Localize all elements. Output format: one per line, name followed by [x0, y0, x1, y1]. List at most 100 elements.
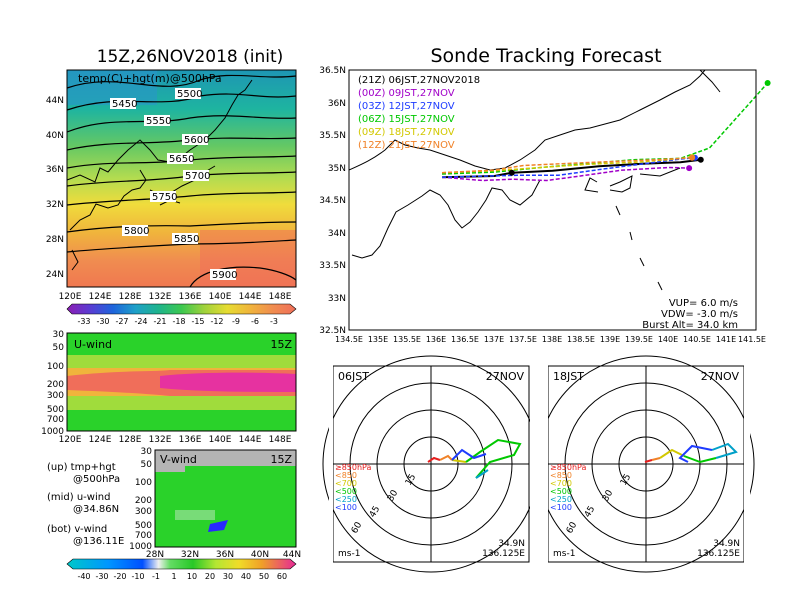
tracking-lon-tick: 139.5E [625, 335, 653, 344]
temp-colorbar-tick: -6 [251, 317, 259, 326]
contour-label-bg [144, 115, 170, 126]
temp-colorbar-bar [66, 303, 297, 315]
tracking-lon-tick: 141E [716, 335, 736, 344]
tracking-legend-item: (06Z) 15JST,27NOV [358, 114, 455, 125]
vwind-frame [154, 449, 297, 548]
hodograph-lat: 34.9N [713, 539, 740, 549]
pressure-legend-item: <100 [335, 503, 357, 512]
hodograph-ring-label: 15 [619, 473, 633, 488]
hodograph-time: 18JST [553, 370, 584, 383]
uwind-y-tick: 50 [53, 343, 65, 353]
hodograph-date: 27NOV [701, 370, 740, 383]
contour-label-bg [210, 269, 236, 280]
contour-5850 [66, 239, 297, 253]
temp-colorbar-tick: -18 [172, 317, 185, 326]
pressure-legend-item: <500 [335, 487, 357, 496]
note-up-2: @500hPa [73, 474, 120, 485]
hodograph-18jst: 18JST 27NOV 15 30 45 60 ≥850hPa <850 <70… [530, 355, 755, 573]
lon-tick: 136E [179, 292, 202, 302]
tracking-lon-tick: 140.5E [683, 335, 711, 344]
tracking-map: (21Z) 06JST,27NOV2018 (00Z) 09JST,27NOV … [319, 66, 771, 344]
tracking-legend-item: (09Z) 18JST,27NOV [358, 127, 455, 138]
temp-colorbar-tick: -24 [134, 317, 147, 326]
lon-tick: 124E [89, 292, 112, 302]
pressure-legend-item: <700 [335, 479, 357, 488]
uwind-y-tick: 500 [47, 405, 64, 415]
tracking-lat-tick: 33N [328, 294, 346, 304]
pressure-legend-item: <500 [550, 487, 572, 496]
panel-notes: (up) tmp+hgt @500hPa (mid) u-wind @34.86… [47, 462, 124, 547]
tracking-lon-tick: 140E [658, 335, 678, 344]
vwind-y-tick: 50 [141, 460, 153, 470]
temp-colorbar-tick: -21 [153, 317, 166, 326]
hodograph-trace-green [683, 455, 717, 464]
vwind-section: V-wind 15Z 30 50 100 200 300 500 700 100… [129, 447, 301, 560]
tracking-lon-tick: 138.5E [567, 335, 595, 344]
wind-colorbar-tick: 60 [277, 572, 287, 581]
contour-label: 5750 [152, 192, 177, 203]
wind-colorbar-tick: -40 [77, 572, 90, 581]
pressure-legend-item: <250 [335, 495, 357, 504]
tracking-lon-tick: 137.5E [509, 335, 537, 344]
wind-colorbar-tick: -30 [95, 572, 108, 581]
hodograph-clip [744, 362, 750, 566]
left-title: 15Z,26NOV2018 (init) [97, 47, 284, 67]
pressure-legend: ≥850hPa <850 <700 <500 <250 <100 [550, 463, 587, 512]
coastline [66, 79, 253, 271]
wind-colorbar: -40 -30 -20 -10 -1 1 10 20 30 40 50 60 [66, 558, 297, 581]
vwind-x-tick: 28N [146, 550, 164, 560]
vwind-missing [155, 466, 185, 472]
contour-label: 5900 [212, 270, 237, 281]
tracking-lon-tick: 136.5E [451, 335, 479, 344]
vwind-x-tick: 36N [216, 550, 234, 560]
pressure-legend-item: <850 [550, 471, 572, 480]
hodograph-trace-orange [651, 457, 661, 461]
lon-tick: 148E [269, 292, 292, 302]
tracking-lon-tick: 141.5E [738, 335, 766, 344]
map-lat-ticks: 44N 40N 36N 32N 28N 24N [46, 96, 64, 280]
hodograph-ring-label: 15 [404, 473, 418, 488]
vwind-y-tick: 1000 [129, 542, 152, 552]
contour-label: 5450 [112, 99, 137, 110]
vwind-x-tick: 32N [181, 550, 199, 560]
vwind-x-tick: 40N [251, 550, 269, 560]
pressure-legend-item: ≥850hPa [335, 463, 372, 472]
hodograph-ring-label: 45 [583, 505, 597, 520]
uwind-y-tick: 300 [47, 391, 64, 401]
uwind-x-tick: 132E [149, 435, 172, 445]
contour-label: 5700 [185, 171, 210, 182]
pressure-legend-item: <850 [335, 471, 357, 480]
lon-tick: 132E [149, 292, 172, 302]
tracking-lon-tick: 135E [368, 335, 388, 344]
tracking-lon-tick: 135.5E [393, 335, 421, 344]
tracking-lat-ticks: 36.5N 36N 35.5N 35N 34.5N 34N 33.5N 33N … [319, 66, 346, 336]
tracking-lat-tick: 36.5N [319, 66, 346, 76]
pressure-legend-item: <100 [550, 503, 572, 512]
sonde-landing-point [686, 165, 693, 172]
hodograph-trace-blue [451, 448, 487, 461]
tracking-lat-tick: 36N [328, 99, 346, 109]
hodograph-lon: 136.125E [697, 549, 740, 559]
vwind-minimum [208, 520, 228, 532]
sonde-track-line [441, 157, 695, 178]
uwind-x-tick: 136E [179, 435, 202, 445]
sonde-track-line [441, 157, 693, 174]
uwind-y-tick: 30 [53, 330, 65, 340]
hodograph-lon: 136.125E [482, 549, 525, 559]
tracking-legend: (21Z) 06JST,27NOV2018 (00Z) 09JST,27NOV … [358, 75, 480, 151]
contour-label: 5800 [124, 226, 149, 237]
contour-label-bg [175, 88, 201, 99]
vwind-label: V-wind [160, 453, 197, 466]
uwind-time: 15Z [270, 338, 292, 351]
sonde-landing-point [697, 156, 704, 163]
wind-colorbar-bar [66, 558, 297, 570]
param-burst: Burst Alt= 34.0 km [642, 320, 738, 331]
tracking-params: VUP= 6.0 m/s VDW= -3.0 m/s Burst Alt= 34… [642, 298, 738, 331]
temp-colorbar-tick: -30 [96, 317, 109, 326]
lat-tick: 24N [46, 270, 64, 280]
uwind-x-tick: 128E [119, 435, 142, 445]
uwind-y-tick: 100 [47, 362, 64, 372]
vwind-y-tick: 200 [135, 496, 152, 506]
contour-label-bg [167, 153, 193, 164]
note-bot-1: (bot) v-wind [47, 524, 107, 535]
